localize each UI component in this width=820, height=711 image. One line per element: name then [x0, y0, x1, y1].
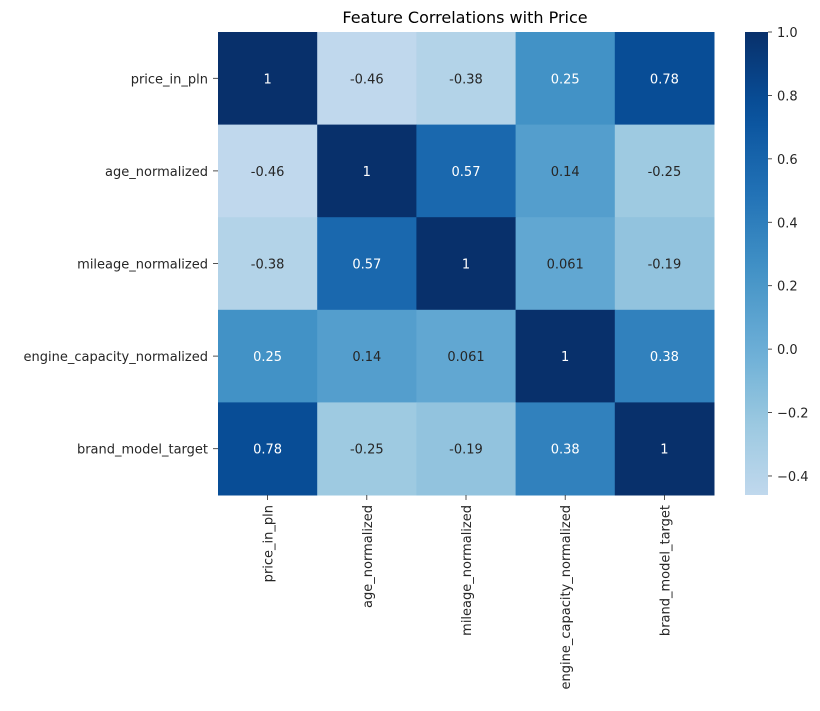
y-tick-label: brand_model_target	[77, 443, 208, 458]
cell-value-label: 0.57	[452, 165, 481, 180]
cell-value-label: -0.19	[449, 443, 483, 458]
heatmap-cell	[416, 217, 517, 311]
heatmap-cell	[515, 124, 616, 218]
heatmap-cell	[218, 309, 318, 403]
x-tick-label: brand_model_target	[658, 505, 673, 636]
heatmap-cell	[317, 32, 417, 126]
heatmap-cell	[614, 124, 715, 218]
cell-value-label: 1	[660, 443, 668, 458]
cell-value-label: 1	[462, 258, 470, 273]
cell-value-label: -0.38	[449, 72, 483, 87]
heatmap-cell	[218, 124, 318, 218]
heatmap-cell	[416, 309, 517, 403]
colorbar	[745, 32, 768, 495]
heatmap-cell	[515, 32, 616, 126]
colorbar-tick-label: −0.4	[777, 470, 809, 485]
x-tick-label: engine_capacity_normalized	[559, 505, 574, 689]
heatmap-cell	[416, 32, 517, 126]
cell-value-label: 0.78	[253, 443, 282, 458]
cell-value-label: 0.25	[551, 72, 580, 87]
cell-value-label: 1	[263, 72, 271, 87]
heatmap-cell-labels: 1 -0.46 -0.38 0.25 0.78 -0.46 1 0.57 0.14 -0.25 -0…	[251, 72, 681, 457]
cell-value-label: 0.38	[551, 443, 580, 458]
heatmap-cell	[218, 217, 318, 311]
cell-value-label: 0.78	[650, 72, 679, 87]
cell-value-label: 0.25	[253, 350, 282, 365]
cell-value-label: 1	[363, 165, 371, 180]
y-axis-ticks: price_in_pln age_normalized mileage_normal…	[24, 72, 218, 458]
cell-value-label: -0.46	[251, 165, 285, 180]
colorbar-tick-label: 0.2	[777, 280, 798, 295]
heatmap-cell	[416, 124, 517, 218]
cell-value-label: 0.061	[447, 350, 484, 365]
cell-value-label: -0.19	[648, 258, 682, 273]
colorbar-ticks: −0.4 −0.2 0.0 0.2 0.4 0.6 0.8 1.0	[768, 26, 809, 485]
cell-value-label: -0.25	[648, 165, 682, 180]
colorbar-tick-label: 0.4	[777, 216, 798, 231]
heatmap-cell	[614, 309, 715, 403]
heatmap-cell	[614, 217, 715, 311]
cell-value-label: 0.38	[650, 350, 679, 365]
colorbar-tick-label: 0.8	[777, 89, 798, 104]
y-tick-label: engine_capacity_normalized	[24, 350, 208, 365]
y-tick-label: age_normalized	[105, 165, 208, 180]
x-axis-ticks: price_in_pln age_normalized mileage_normal…	[262, 495, 673, 689]
cell-value-label: 0.57	[352, 258, 381, 273]
heatmap-cell	[614, 402, 715, 496]
colorbar-tick-label: 0.0	[777, 343, 798, 358]
heatmap-cell	[317, 217, 417, 311]
heatmap-cell	[218, 402, 318, 496]
heatmap-cell	[416, 402, 517, 496]
cell-value-label: -0.25	[350, 443, 384, 458]
chart-title: Feature Correlations with Price	[342, 8, 587, 27]
cell-value-label: 1	[561, 350, 569, 365]
heatmap-cell	[515, 217, 616, 311]
cell-value-label: 0.061	[547, 258, 584, 273]
colorbar-tick-label: −0.2	[777, 407, 809, 422]
x-tick-label: price_in_pln	[262, 505, 277, 582]
x-tick-label: age_normalized	[361, 505, 376, 608]
colorbar-tick-label: 0.6	[777, 153, 798, 168]
y-tick-label: price_in_pln	[131, 72, 208, 87]
heatmap-cell	[515, 402, 616, 496]
heatmap-cell	[317, 402, 417, 496]
heatmap-cell	[515, 309, 616, 403]
cell-value-label: -0.38	[251, 258, 285, 273]
cell-value-label: 0.14	[352, 350, 381, 365]
colorbar-tick-label: 1.0	[777, 26, 798, 41]
heatmap-cell	[614, 32, 715, 126]
x-tick-label: mileage_normalized	[460, 505, 475, 636]
cell-value-label: 0.14	[551, 165, 580, 180]
heatmap-cell	[218, 32, 318, 126]
heatmap-cell	[317, 309, 417, 403]
cell-value-label: -0.46	[350, 72, 384, 87]
heatmap-cell	[317, 124, 417, 218]
y-tick-label: mileage_normalized	[77, 258, 208, 273]
heatmap-cells	[218, 32, 715, 496]
